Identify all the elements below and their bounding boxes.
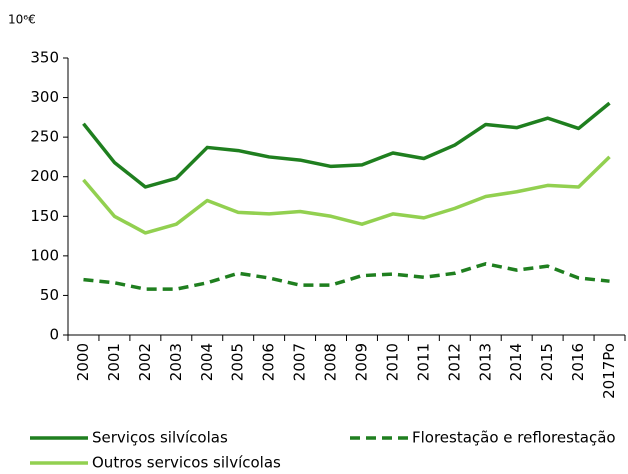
y-tick-label: 300 bbox=[30, 88, 59, 106]
x-tick-label: 2011 bbox=[414, 343, 432, 381]
y-tick-label: 200 bbox=[30, 167, 59, 185]
series-line bbox=[82, 101, 611, 189]
legend-label: Serviços silvícolas bbox=[92, 429, 228, 447]
y-tick-label: 250 bbox=[30, 128, 59, 146]
x-tick-label: 2003 bbox=[167, 343, 185, 381]
x-tick-label: 2007 bbox=[291, 343, 309, 381]
y-tick-label: 100 bbox=[30, 246, 59, 264]
x-tick-label: 2013 bbox=[476, 343, 494, 381]
x-tick-label: 2000 bbox=[74, 343, 92, 381]
y-tick-label: 350 bbox=[30, 49, 59, 67]
x-tick-label: 2016 bbox=[569, 343, 587, 381]
x-tick-label: 2015 bbox=[538, 343, 556, 381]
unit-label: 10⁶€ bbox=[8, 13, 36, 27]
x-tick-label: 2008 bbox=[322, 343, 340, 381]
series-line bbox=[82, 155, 611, 235]
legend-label: Outros servicos silvícolas bbox=[92, 454, 281, 472]
x-tick-label: 2005 bbox=[229, 343, 247, 381]
series-line bbox=[83, 262, 610, 291]
x-tick-label: 2002 bbox=[136, 343, 154, 381]
legend-label: Florestação e reflorestação bbox=[412, 429, 616, 447]
x-tick-label: 2017Po bbox=[600, 343, 618, 399]
x-tick-label: 2009 bbox=[352, 343, 370, 381]
y-tick-label: 0 bbox=[49, 326, 59, 344]
x-tick-label: 2012 bbox=[445, 343, 463, 381]
x-tick-label: 2006 bbox=[260, 343, 278, 381]
y-tick-label: 150 bbox=[30, 207, 59, 225]
x-tick-label: 2010 bbox=[383, 343, 401, 381]
y-tick-label: 50 bbox=[40, 286, 59, 304]
x-tick-label: 2001 bbox=[105, 343, 123, 381]
x-tick-label: 2014 bbox=[507, 343, 525, 381]
x-tick-label: 2004 bbox=[198, 343, 216, 381]
